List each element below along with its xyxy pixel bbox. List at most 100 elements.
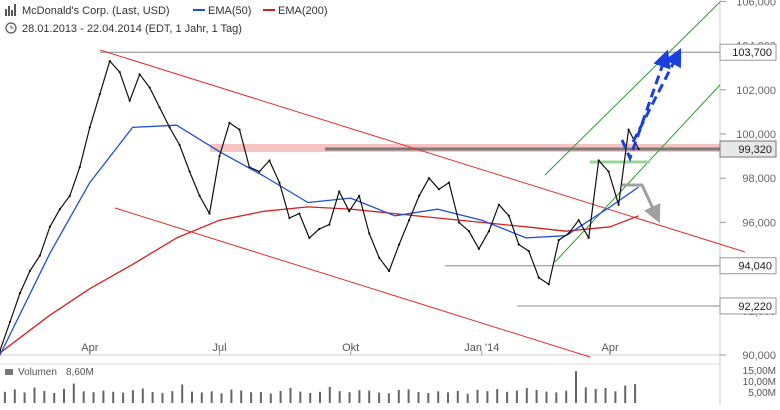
price-point xyxy=(507,214,510,217)
volume-bar xyxy=(250,392,253,403)
price-point xyxy=(378,256,381,259)
price-point xyxy=(228,121,231,124)
price-point xyxy=(557,239,560,242)
price-point xyxy=(98,93,101,96)
volume-bar xyxy=(407,389,410,403)
volume-bar xyxy=(447,392,449,403)
level-label: 92,220 xyxy=(738,301,772,313)
volume-bar xyxy=(13,389,16,403)
price-point xyxy=(68,194,71,197)
price-point xyxy=(258,170,261,173)
volume-bar xyxy=(506,391,509,403)
volume-bar xyxy=(112,391,115,403)
volume-bar xyxy=(614,391,617,403)
volume-bar xyxy=(279,390,282,403)
price-point xyxy=(158,106,161,109)
volume-bar xyxy=(525,388,528,403)
x-tick-label: Apr xyxy=(602,342,619,354)
price-point xyxy=(597,159,600,162)
volume-bar xyxy=(565,390,568,403)
volume-bar xyxy=(141,388,144,403)
price-point xyxy=(447,181,451,184)
price-point xyxy=(28,269,31,273)
price-point xyxy=(617,203,620,206)
volume-bar xyxy=(82,391,85,403)
volume-bar xyxy=(417,392,420,403)
price-point xyxy=(88,126,91,129)
volume-bar xyxy=(348,392,351,403)
y-tick-label: 102,000 xyxy=(736,85,776,97)
price-point xyxy=(577,219,580,222)
price-point xyxy=(108,60,111,63)
volume-bar xyxy=(535,390,538,403)
volume-bar xyxy=(181,384,184,403)
price-point xyxy=(627,128,630,131)
price-point xyxy=(338,190,341,193)
price-point xyxy=(497,203,500,206)
downtrend-channel-lower xyxy=(114,207,591,358)
volume-bar xyxy=(161,393,164,403)
price-point xyxy=(208,212,211,215)
volume-bar xyxy=(220,393,223,403)
volume-bar xyxy=(289,387,292,403)
downtrend-channel-upper xyxy=(99,49,746,253)
volume-bar xyxy=(102,390,105,403)
price-point xyxy=(278,181,281,184)
volume-bar xyxy=(33,387,36,403)
volume-bar xyxy=(131,390,134,403)
price-point xyxy=(178,143,181,147)
volume-bar xyxy=(23,392,26,403)
price-point xyxy=(18,292,22,295)
volume-bar xyxy=(427,392,430,403)
price-point xyxy=(437,188,441,191)
price-point xyxy=(148,86,151,89)
volume-tick-label: 5,00M xyxy=(748,388,776,399)
volume-bar xyxy=(269,393,272,403)
price-point xyxy=(238,128,241,131)
price-point xyxy=(268,159,271,162)
volume-bar xyxy=(378,392,381,403)
volume-bar xyxy=(43,390,46,403)
price-point xyxy=(58,208,62,211)
volume-bar xyxy=(309,392,312,403)
volume-bar xyxy=(496,389,499,403)
volume-bar xyxy=(575,371,577,403)
y-tick-label: 100,000 xyxy=(736,129,776,141)
series-line-ema50 xyxy=(0,124,639,356)
volume-bar xyxy=(171,391,174,403)
price-point xyxy=(607,170,610,173)
volume-bar xyxy=(299,391,302,403)
volume-bar xyxy=(92,392,95,403)
price-point xyxy=(168,126,171,129)
volume-bar xyxy=(594,388,597,403)
price-point xyxy=(457,221,461,224)
chart-header: McDonald's Corp. (Last, USD) EMA(50) EMA… xyxy=(5,4,328,378)
volume-bar xyxy=(584,387,587,403)
price-point xyxy=(48,225,52,228)
series-line-ema200 xyxy=(0,206,639,354)
price-point xyxy=(298,212,301,215)
chart-title: McDonald's Corp. (Last, USD) xyxy=(22,5,170,17)
price-point xyxy=(218,155,221,158)
x-tick-label: Jul xyxy=(212,342,226,354)
price-point xyxy=(188,170,191,173)
price-point xyxy=(567,232,570,235)
volume-value: 8,60M xyxy=(66,367,94,378)
price-point xyxy=(118,71,121,74)
volume-bar xyxy=(53,392,56,403)
y-tick-label: 96,000 xyxy=(742,217,776,229)
projection-arrow-up-1 xyxy=(620,49,671,163)
volume-bar xyxy=(387,393,390,403)
ema200-layer xyxy=(0,206,639,354)
volume-bar xyxy=(358,390,361,403)
date-range: 28.01.2013 - 22.04.2014 (EDT, 1 Jahr, 1 … xyxy=(22,23,242,35)
x-tick-label: Jan '14 xyxy=(464,342,499,354)
volume-bar xyxy=(230,389,233,403)
projection-arrow-up-2 xyxy=(631,47,682,143)
ema50-layer xyxy=(0,124,639,356)
volume-bar xyxy=(624,385,627,403)
volume-bar xyxy=(515,390,518,403)
